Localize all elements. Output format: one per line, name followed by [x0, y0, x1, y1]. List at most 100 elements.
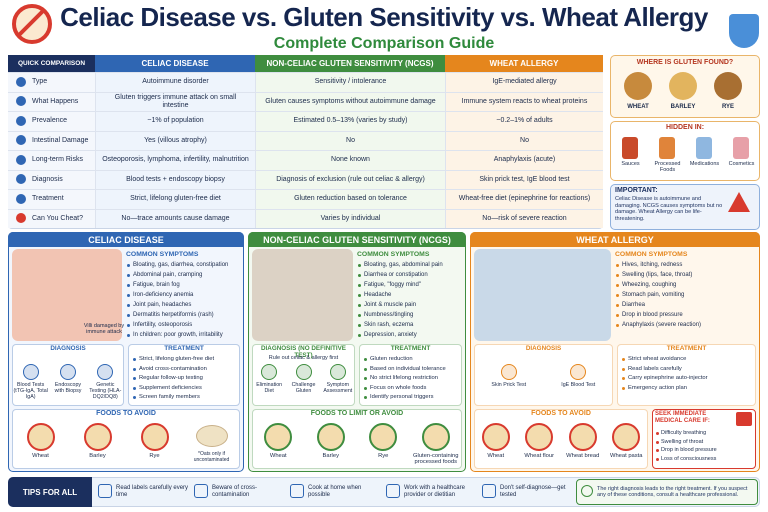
symptom: Iron-deficiency anemia [133, 292, 194, 298]
table-cell: No—trace amounts cause damage [95, 208, 255, 228]
symptom: Hives, itching, redness [622, 262, 683, 268]
treatment-item: Emergency action plan [628, 384, 687, 391]
foods-title: FOODS TO AVOID [531, 410, 591, 417]
diagnosis-icon [261, 364, 278, 380]
hidden-title: HIDDEN IN: [665, 124, 705, 131]
table-cell: Skin prick test, IgE blood test [445, 169, 603, 189]
treatment-item: Screen family members [139, 394, 200, 400]
treatment-bullet [622, 367, 625, 371]
diagnosis-item: IgE Blood Test [561, 382, 596, 388]
diagnosis-title: DIAGNOSIS [525, 345, 562, 352]
tip-text: Don't self-diagnose—get tested [500, 485, 566, 498]
symptom-bullet [127, 294, 130, 297]
symptom: Skin rash, eczema [364, 322, 414, 328]
diagnosis-icon [60, 364, 76, 380]
symptom-bullet [358, 284, 361, 287]
symptom: Diarrhea [622, 302, 646, 308]
food-icon [26, 423, 55, 451]
diagnosis-item: Symptom Assessment [323, 382, 353, 394]
table-cell: Sensitivity / intolerance [255, 72, 445, 92]
heart-icon [581, 485, 593, 497]
symptom: Bloating, gas, diarrhea, constipation [133, 262, 229, 268]
row-label: What Happens [8, 91, 95, 111]
symptom-bullet [127, 334, 130, 337]
diagnosis-icon [500, 364, 517, 380]
treatment-title: TREATMENT [390, 345, 431, 352]
diagnosis-icon [329, 364, 346, 380]
urgent-item: Loss of consciousness [661, 455, 717, 462]
symptom: Bloating, gas, abdominal pain [364, 262, 443, 268]
symptom-bullet [358, 274, 361, 277]
row-icon [16, 213, 26, 224]
symptoms-title: COMMON SYMPTOMS [357, 251, 430, 258]
food-icon [568, 423, 597, 451]
table-cell: Wheat-free diet (epinephrine for reactio… [445, 189, 603, 209]
urgent-item: Drop in blood pressure [661, 447, 717, 453]
treatment-item: Gluten reduction [370, 356, 413, 362]
symptom: Anaphylaxis (severe reaction) [622, 322, 702, 328]
treatment-item: Supplement deficiencies [139, 384, 202, 391]
symptom-bullet [127, 284, 130, 287]
important-text: Celiac Disease is autoimmune and damagin… [615, 196, 723, 222]
urgent-bullet [656, 457, 659, 461]
table-header: QUICK COMPARISON [8, 55, 95, 72]
food-icon [264, 423, 293, 451]
grain-icon [669, 72, 697, 100]
grain-icon [624, 72, 652, 100]
treatment-item: Based on individual tolerance [370, 365, 446, 372]
food-icon [481, 423, 510, 451]
treatment-bullet [133, 377, 136, 380]
table-cell: ~0.2–1% of adults [445, 111, 603, 131]
gluten-title: WHERE IS GLUTEN FOUND? [636, 59, 734, 66]
final-text: The right diagnosis leads to the right t… [597, 485, 748, 499]
urgent-title: SEEK IMMEDIATE MEDICAL CARE IF: [655, 411, 710, 424]
diagnosis-note: Rule out celiac & allergy first [268, 355, 339, 361]
table-cell: Strict, lifelong gluten-free diet [95, 189, 255, 209]
table-header: WHEAT ALLERGY [445, 55, 603, 72]
important-title: IMPORTANT: [615, 187, 658, 194]
food-icon [140, 423, 169, 451]
table-header: NON-CELIAC GLUTEN SENSITIVITY (NCGS) [255, 55, 445, 72]
symptom-bullet [358, 314, 361, 317]
treatment-bullet [364, 358, 367, 361]
row-icon [16, 193, 26, 204]
table-cell: No [445, 130, 603, 150]
oats-icon [195, 425, 228, 447]
symptom-bullet [616, 324, 619, 327]
treatment-item: Avoid cross-contamination [139, 365, 207, 372]
food-label: Barley [89, 453, 106, 459]
symptom: Depression, anxiety [364, 332, 417, 338]
symptom-bullet [358, 304, 361, 307]
food-label: Wheat [269, 453, 287, 459]
symptom: Abdominal pain, cramping [133, 272, 203, 278]
hidden-icon [622, 137, 638, 159]
table-cell: No [255, 130, 445, 150]
diagnosis-item: Skin Prick Test [491, 382, 527, 388]
row-label: Diagnosis [8, 169, 95, 189]
treatment-box [359, 344, 462, 406]
urgent-item: Swelling of throat [661, 438, 704, 445]
symptom: In children: poor growth, irritability [133, 332, 223, 338]
grain-icon [714, 72, 742, 100]
treatment-bullet [133, 396, 136, 399]
table-cell: Varies by individual [255, 208, 445, 228]
food-label: Wheat bread [566, 453, 600, 459]
treatment-bullet [622, 358, 625, 361]
diagnosis-item: Challenge Gluten [291, 382, 316, 394]
row-label: Long-term Risks [8, 150, 95, 170]
hidden-icon [659, 137, 675, 159]
hidden-icon [733, 137, 749, 159]
diagnosis-item: Endoscopy with Biopsy [54, 382, 82, 394]
panel-title: NON-CELIAC GLUTEN SENSITIVITY (NCGS) [248, 232, 466, 247]
treatment-bullet [133, 386, 136, 390]
row-label: Prevalence [8, 111, 95, 131]
treatment-item: Strict wheat avoidance [628, 356, 687, 362]
symptom-bullet [616, 294, 619, 297]
symptom: Dermatitis herpetiformis (rash) [133, 312, 214, 318]
food-label: Barley [322, 453, 339, 459]
illustration [252, 249, 353, 341]
symptom-bullet [358, 334, 361, 337]
diagnosis-item: Elimination Diet [256, 382, 283, 394]
foods-note: *Oats only if uncontaminated [193, 451, 230, 463]
symptom: Fatigue, brain fog [133, 282, 180, 288]
